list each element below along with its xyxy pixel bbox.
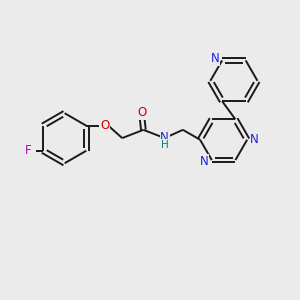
Text: H: H	[161, 140, 169, 150]
Text: O: O	[137, 106, 147, 119]
Text: N: N	[200, 155, 209, 168]
Text: N: N	[210, 52, 219, 65]
Text: F: F	[25, 144, 32, 157]
Text: N: N	[160, 131, 169, 144]
Text: O: O	[100, 119, 109, 132]
Text: N: N	[250, 133, 259, 146]
